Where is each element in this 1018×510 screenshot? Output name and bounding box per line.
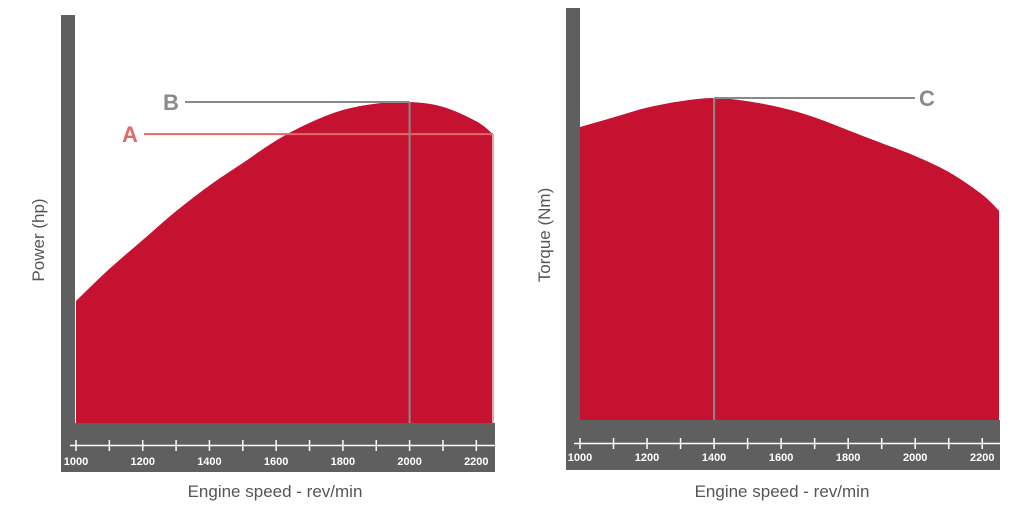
power-chart: 1000 1200 1400 1600 1800 2000 2200 Power (hp) En…: [29, 15, 495, 501]
power-tick-label-1400: 1400: [197, 456, 221, 468]
torque-y-axis: [566, 8, 580, 435]
power-marker-A-label: A: [122, 122, 138, 147]
torque-tick-label-1000: 1000: [568, 452, 592, 464]
power-area: [76, 101, 493, 423]
torque-marker-C-label: C: [919, 86, 935, 111]
power-tick-label-1800: 1800: [331, 456, 355, 468]
power-tick-label-2200: 2200: [464, 456, 488, 468]
torque-tick-label-1800: 1800: [836, 452, 860, 464]
power-marker-B-label: B: [163, 90, 179, 115]
torque-x-label: Engine speed - rev/min: [695, 482, 870, 501]
power-tick-band: [61, 437, 495, 472]
power-x-label: Engine speed - rev/min: [188, 482, 363, 501]
torque-tick-label-2000: 2000: [903, 452, 927, 464]
torque-x-axis: [566, 420, 1000, 435]
torque-tick-band: [566, 435, 1000, 470]
power-tick-label-1600: 1600: [264, 456, 288, 468]
power-x-axis: [61, 423, 495, 437]
power-y-axis: [61, 15, 75, 437]
torque-area: [580, 98, 999, 420]
power-tick-label-1200: 1200: [130, 456, 154, 468]
power-tick-label-1000: 1000: [64, 456, 88, 468]
torque-chart: 1000 1200 1400 1600 1800 2000 2200 Torque (Nm) E…: [535, 8, 1001, 501]
torque-tick-label-1600: 1600: [769, 452, 793, 464]
torque-y-label: Torque (Nm): [535, 188, 554, 282]
torque-tick-label-1400: 1400: [702, 452, 726, 464]
power-tick-label-2000: 2000: [397, 456, 421, 468]
torque-tick-label-1200: 1200: [635, 452, 659, 464]
power-y-label: Power (hp): [29, 198, 48, 281]
torque-tick-label-2200: 2200: [970, 452, 994, 464]
